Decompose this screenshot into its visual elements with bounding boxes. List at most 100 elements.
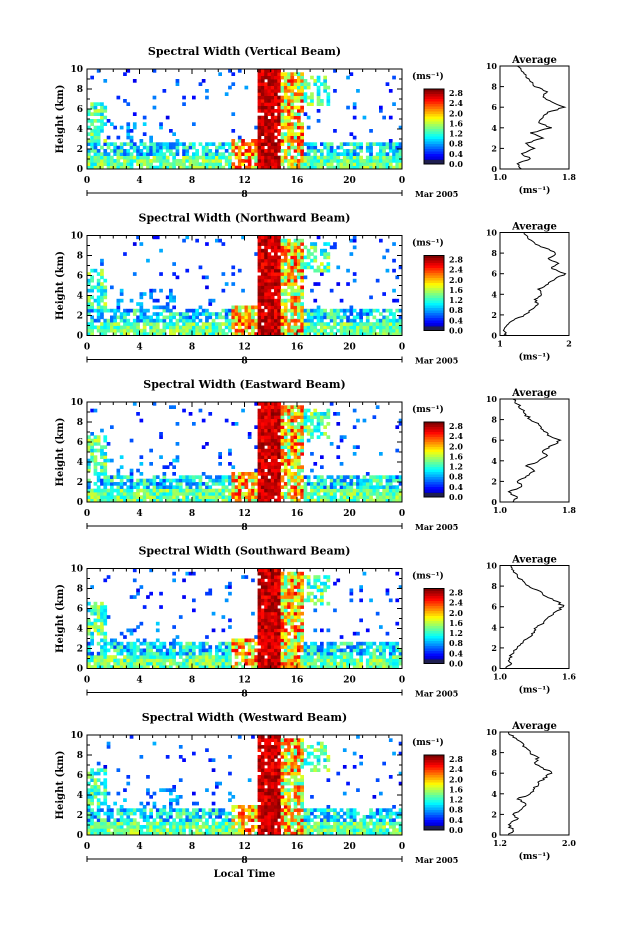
- heatmap-cell: [172, 322, 176, 326]
- heatmap-cell: [271, 239, 275, 243]
- heatmap-cell: [317, 319, 321, 323]
- heatmap-cell: [297, 146, 301, 150]
- heatmap-cell: [313, 492, 317, 496]
- heatmap-cell: [287, 116, 291, 120]
- heatmap-cell: [205, 492, 209, 496]
- heatmap-cell: [215, 489, 219, 493]
- heatmap-cell: [163, 322, 167, 326]
- heatmap-cell: [274, 162, 278, 166]
- heatmap-cell: [363, 322, 367, 326]
- heatmap-cell: [359, 329, 363, 333]
- heatmap-cell: [90, 309, 94, 313]
- heatmap-cell: [323, 329, 327, 333]
- heatmap-cell: [350, 322, 354, 326]
- heatmap-cell: [297, 109, 301, 113]
- heatmap-cell: [143, 132, 147, 136]
- heatmap-cell: [264, 615, 268, 619]
- heatmap-cell: [281, 475, 285, 479]
- heatmap-cell: [202, 492, 206, 496]
- heatmap-cell: [251, 479, 255, 483]
- heatmap-cell: [130, 322, 134, 326]
- heatmap-cell: [268, 629, 272, 633]
- heatmap-cell: [238, 139, 242, 143]
- heatmap-cell: [287, 419, 291, 423]
- heatmap-cell: [274, 272, 278, 276]
- heatmap-cell: [90, 652, 94, 656]
- heatmap-cell: [271, 635, 275, 639]
- heatmap-cell: [366, 482, 370, 486]
- heatmap-cell: [103, 479, 107, 483]
- heatmap-cell: [353, 149, 357, 153]
- heatmap-cell: [228, 142, 232, 146]
- heatmap-cell: [317, 109, 321, 113]
- heatmap-cell: [290, 122, 294, 126]
- y-tick-label: 2: [77, 645, 83, 655]
- heatmap-cell: [136, 589, 140, 593]
- heatmap-cell: [153, 306, 157, 310]
- heatmap-cell: [126, 156, 130, 160]
- heatmap-cell: [215, 162, 219, 166]
- heatmap-cell: [268, 602, 272, 606]
- heatmap-cell: [143, 152, 147, 156]
- heatmap-cell: [284, 116, 288, 120]
- heatmap-cell: [225, 645, 229, 649]
- heatmap-cell: [192, 642, 196, 646]
- heatmap-cell: [245, 86, 249, 90]
- heatmap-cell: [87, 149, 91, 153]
- heatmap-cell: [369, 662, 373, 666]
- heatmap-cell: [281, 592, 285, 596]
- heatmap-cell: [277, 572, 281, 576]
- heatmap-cell: [97, 309, 101, 313]
- heatmap-cell: [271, 119, 275, 123]
- heatmap-cell: [287, 259, 291, 263]
- heatmap-cell: [90, 162, 94, 166]
- heatmap-cell: [107, 119, 111, 123]
- heatmap-cell: [281, 405, 285, 409]
- heatmap-cell: [353, 659, 357, 663]
- heatmap-cell: [261, 599, 265, 603]
- heatmap-cell: [159, 306, 163, 310]
- heatmap-cell: [258, 162, 262, 166]
- heatmap-cell: [392, 289, 396, 293]
- heatmap-cell: [202, 445, 206, 449]
- heatmap-cell: [90, 445, 94, 449]
- heatmap-cell: [287, 415, 291, 419]
- heatmap-cell: [300, 239, 304, 243]
- heatmap-cell: [313, 575, 317, 579]
- heatmap-cell: [310, 655, 314, 659]
- heatmap-cell: [271, 236, 275, 240]
- heatmap-cell: [271, 429, 275, 433]
- heatmap-cell: [277, 89, 281, 93]
- heatmap-cell: [290, 289, 294, 293]
- heatmap-cell: [182, 329, 186, 333]
- heatmap-cell: [185, 312, 189, 316]
- heatmap-cell: [369, 326, 373, 330]
- heatmap-cell: [245, 642, 249, 646]
- heatmap-cell: [290, 292, 294, 296]
- heatmap-cell: [87, 482, 91, 486]
- heatmap-cell: [103, 122, 107, 126]
- heatmap-cell: [359, 489, 363, 493]
- heatmap-cell: [287, 439, 291, 443]
- heatmap-cell: [261, 239, 265, 243]
- heatmap-cell: [199, 475, 203, 479]
- heatmap-cell: [192, 492, 196, 496]
- heatmap-cell: [333, 489, 337, 493]
- heatmap-cell: [333, 149, 337, 153]
- heatmap-cell: [97, 472, 101, 476]
- heatmap-cell: [284, 432, 288, 436]
- heatmap-cell: [271, 302, 275, 306]
- heatmap-cell: [323, 86, 327, 90]
- heatmap-cell: [346, 659, 350, 663]
- heatmap-cell: [133, 149, 137, 153]
- heatmap-cell: [330, 162, 334, 166]
- heatmap-cell: [94, 659, 98, 663]
- date-label: Mar 2005: [415, 189, 458, 199]
- heatmap-cell: [294, 659, 298, 663]
- heatmap-cell: [103, 455, 107, 459]
- heatmap-cell: [100, 282, 104, 286]
- heatmap-cell: [287, 249, 291, 253]
- heatmap-cell: [254, 659, 258, 663]
- heatmap-cell: [146, 322, 150, 326]
- heatmap-cell: [366, 489, 370, 493]
